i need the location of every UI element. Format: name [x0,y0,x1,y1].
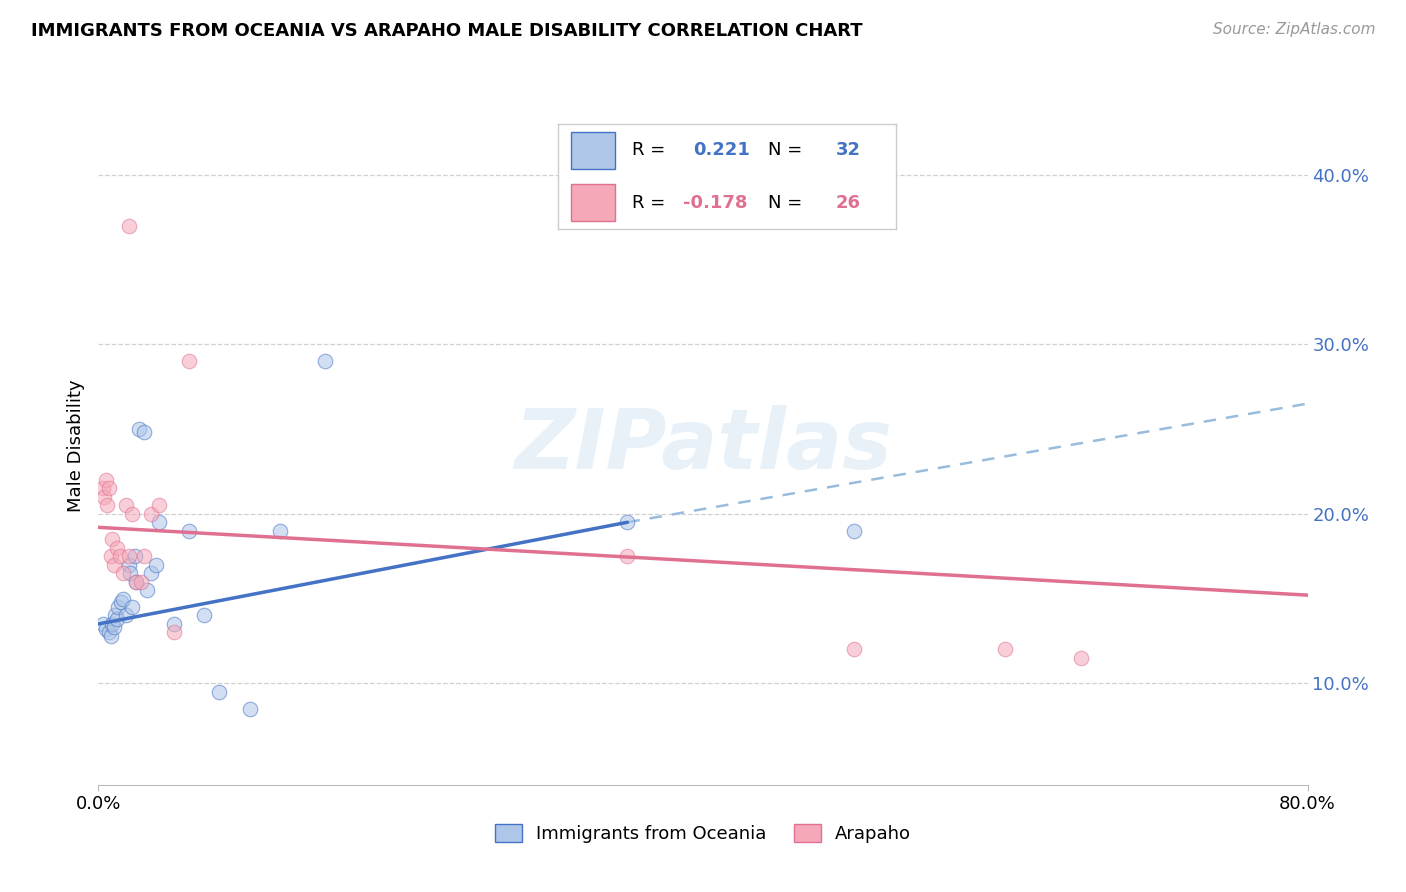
Point [104,608,127,623]
Point [105,612,128,626]
Point [98,481,121,495]
Point [98,625,121,640]
Point [141,566,163,580]
Point [100,629,122,643]
Point [128,422,150,436]
Point [239,701,262,715]
Text: Source: ZipAtlas.com: Source: ZipAtlas.com [1212,22,1375,37]
Point [105,541,128,555]
Point [101,617,124,632]
Legend: Immigrants from Oceania, Arapaho: Immigrants from Oceania, Arapaho [488,817,918,850]
Point [108,549,131,564]
Point [101,532,124,546]
Point [91,481,114,495]
Point [103,620,125,634]
Point [121,507,143,521]
Point [179,354,201,368]
Y-axis label: Male Disability: Male Disability [66,380,84,512]
Point [120,566,142,580]
Point [118,219,141,233]
Point [111,591,134,606]
Point [179,524,201,538]
Point [616,549,638,564]
Point [616,515,638,529]
Point [114,498,136,512]
Point [132,549,155,564]
Point [121,600,143,615]
Point [118,549,141,564]
Point [107,600,129,615]
Point [994,642,1017,657]
Point [91,617,114,632]
Point [100,549,122,564]
Point [125,574,148,589]
Point [111,566,134,580]
Point [135,583,157,598]
Point [103,558,125,572]
Point [114,608,136,623]
Point [844,642,866,657]
Point [129,574,152,589]
Point [844,524,866,538]
Point [118,558,141,572]
Point [148,515,170,529]
Point [132,425,155,440]
Text: IMMIGRANTS FROM OCEANIA VS ARAPAHO MALE DISABILITY CORRELATION CHART: IMMIGRANTS FROM OCEANIA VS ARAPAHO MALE … [31,22,862,40]
Point [93,490,115,504]
Point [1070,651,1092,665]
Point [110,595,132,609]
Point [314,354,336,368]
Point [125,574,148,589]
Point [94,473,117,487]
Point [141,507,163,521]
Point [96,498,118,512]
Point [94,622,117,636]
Point [163,617,186,632]
Point [124,549,146,564]
Text: ZIPatlas: ZIPatlas [515,406,891,486]
Point [269,524,291,538]
Point [208,685,231,699]
Point [148,498,170,512]
Point [145,558,167,572]
Point [193,608,215,623]
Point [163,625,186,640]
